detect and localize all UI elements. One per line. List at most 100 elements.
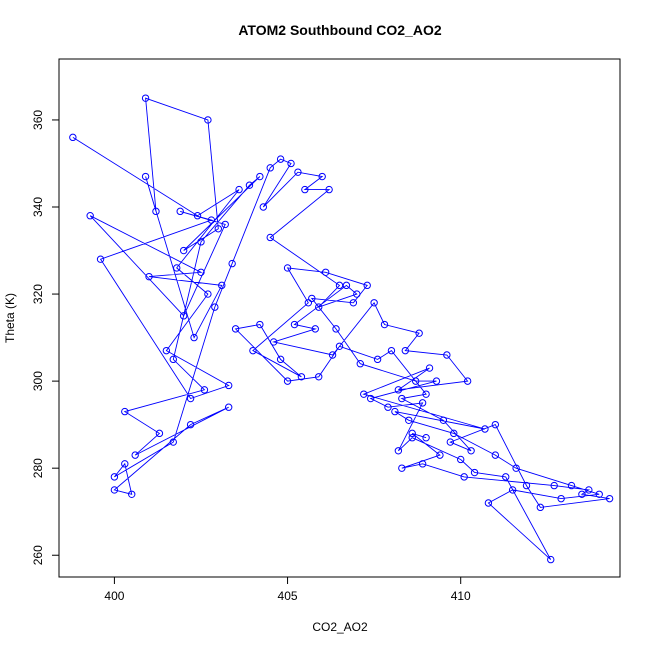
- data-point: [186, 420, 195, 429]
- data-point: [121, 460, 129, 468]
- data-point: [245, 181, 254, 189]
- data-point: [550, 481, 558, 490]
- data-point: [176, 207, 184, 216]
- data-point: [405, 416, 413, 424]
- data-point: [332, 325, 340, 333]
- data-point: [380, 320, 389, 329]
- data-point: [370, 299, 378, 307]
- data-point: [276, 355, 285, 364]
- data-point: [315, 303, 323, 311]
- data-point: [197, 268, 205, 276]
- data-point: [315, 373, 323, 381]
- data-point: [457, 455, 465, 464]
- data-point: [169, 355, 177, 364]
- data-point: [121, 407, 129, 416]
- data-point: [266, 233, 274, 242]
- data-point: [204, 116, 212, 124]
- data-point: [283, 264, 292, 272]
- data-point: [356, 360, 364, 368]
- data-point: [585, 486, 593, 494]
- data-point: [536, 503, 545, 512]
- data-point: [418, 399, 427, 407]
- x-tick-label: 405: [278, 589, 298, 603]
- data-point: [321, 268, 330, 276]
- data-point: [173, 264, 181, 272]
- data-point: [162, 346, 171, 355]
- data-point: [179, 246, 188, 255]
- data-point: [249, 346, 257, 355]
- chart-title: ATOM2 Southbound CO2_AO2: [238, 22, 441, 38]
- data-point: [422, 390, 430, 398]
- data-point: [152, 207, 160, 216]
- data-point: [360, 390, 368, 398]
- data-point: [301, 185, 309, 194]
- data-point: [422, 434, 430, 442]
- data-point: [470, 468, 479, 477]
- series-line: [72, 97, 610, 560]
- y-tick-label: 280: [31, 458, 45, 478]
- data-point: [141, 94, 150, 102]
- data-point: [491, 451, 500, 459]
- data-point: [287, 159, 295, 168]
- data-point: [578, 490, 586, 498]
- data-point: [69, 133, 77, 142]
- data-point: [439, 416, 448, 424]
- data-point: [418, 460, 427, 468]
- y-tick-label: 300: [31, 371, 45, 391]
- data-point: [363, 281, 371, 290]
- data-point: [297, 373, 306, 381]
- data-point: [567, 481, 576, 490]
- data-point: [342, 281, 351, 290]
- data-point: [481, 425, 489, 433]
- data-point: [155, 429, 164, 438]
- data-point: [266, 164, 274, 172]
- data-point: [110, 473, 119, 481]
- data-point: [484, 499, 493, 507]
- data-point: [398, 394, 406, 403]
- data-point: [398, 464, 406, 472]
- data-point: [304, 299, 313, 307]
- data-point: [218, 281, 226, 290]
- data-point: [294, 168, 302, 176]
- y-tick-label: 260: [31, 545, 45, 565]
- data-point: [557, 494, 565, 503]
- data-point: [86, 212, 94, 220]
- data-point: [443, 351, 451, 359]
- data-point: [384, 403, 392, 411]
- x-axis-label: CO2_AO2: [312, 620, 368, 634]
- data-point: [460, 473, 468, 481]
- data-point: [283, 377, 292, 385]
- data-point: [131, 451, 139, 459]
- data-point: [411, 377, 420, 385]
- data-point: [128, 490, 136, 498]
- data-point: [387, 346, 396, 355]
- data-point: [141, 172, 150, 181]
- data-point: [547, 555, 555, 564]
- data-point: [512, 464, 520, 472]
- y-axis: 260 280 300 320 340 360: [31, 110, 59, 565]
- data-point: [207, 216, 216, 224]
- data-point: [96, 255, 105, 263]
- data-point: [228, 259, 236, 268]
- data-point: [408, 429, 416, 438]
- data-point: [502, 473, 510, 481]
- data-point: [335, 281, 344, 290]
- data-point: [522, 481, 531, 490]
- data-point: [432, 377, 441, 385]
- data-point: [221, 220, 229, 229]
- data-point: [595, 490, 603, 498]
- data-point: [110, 486, 119, 494]
- y-tick-label: 360: [31, 110, 45, 130]
- data-point: [204, 290, 212, 298]
- data-point: [270, 338, 278, 346]
- y-tick-label: 340: [31, 197, 45, 217]
- data-point: [318, 172, 326, 181]
- data-point: [256, 320, 264, 329]
- data-point: [179, 312, 188, 320]
- y-axis-label: Theta (K): [3, 293, 17, 343]
- data-point: [349, 299, 358, 307]
- data-point: [394, 447, 403, 455]
- data-point: [290, 320, 299, 329]
- data-point: [197, 238, 205, 246]
